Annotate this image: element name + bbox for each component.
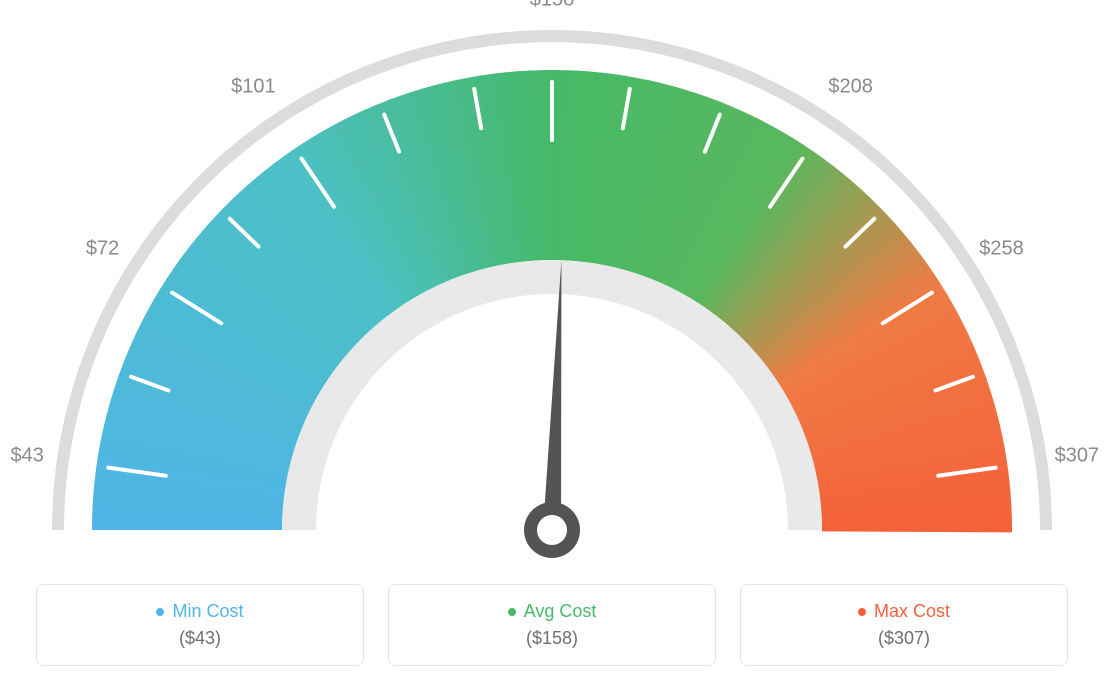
legend-value-avg: ($158) [526,628,578,649]
gauge-tick-label: $307 [1055,445,1100,468]
gauge-tick-label: $72 [86,238,119,261]
gauge-tick-label: $101 [231,76,276,99]
legend-value-max: ($307) [878,628,930,649]
gauge-svg [0,0,1104,570]
legend-card-avg: Avg Cost ($158) [388,584,716,666]
legend-dot-max [858,608,866,616]
legend-dot-avg [508,608,516,616]
legend-value-min: ($43) [179,628,221,649]
gauge-area: $43 $72 $101 $158 $208 $258 $307 [0,0,1104,570]
cost-gauge-chart: $43 $72 $101 $158 $208 $258 $307 Min Cost ($43… [0,0,1104,690]
legend-card-max: Max Cost ($307) [740,584,1068,666]
legend-title-max: Max Cost [858,601,950,622]
gauge-tick-label: $43 [10,445,43,468]
legend-row: Min Cost ($43) Avg Cost ($158) Max Cost … [36,584,1068,666]
legend-label-min: Min Cost [172,601,243,622]
legend-card-min: Min Cost ($43) [36,584,364,666]
legend-dot-min [156,608,164,616]
gauge-tick-label: $258 [979,238,1024,261]
legend-label-max: Max Cost [874,601,950,622]
legend-title-min: Min Cost [156,601,243,622]
legend-title-avg: Avg Cost [508,601,597,622]
legend-label-avg: Avg Cost [524,601,597,622]
gauge-tick-label: $158 [530,0,575,12]
gauge-tick-label: $208 [828,76,873,99]
